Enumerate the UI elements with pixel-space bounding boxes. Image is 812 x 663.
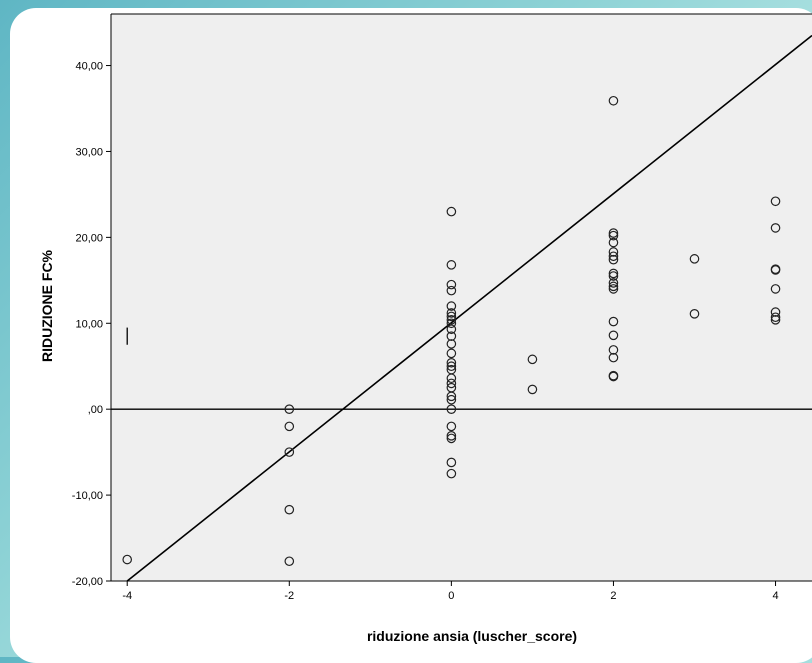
data-point (608, 284, 619, 294)
data-point (446, 324, 457, 335)
data-point (446, 308, 457, 318)
y-tick-label: -20,00 (72, 576, 103, 588)
data-point (608, 237, 619, 248)
x-tick-label: 2 (610, 590, 616, 602)
y-tick-label: 20,00 (75, 232, 103, 244)
data-point (446, 361, 457, 372)
data-point (608, 95, 619, 106)
data-point (770, 307, 781, 317)
data-point (527, 384, 538, 395)
y-axis-title: RIDUZIONE FC% (39, 249, 55, 362)
data-point (608, 271, 619, 281)
data-point (770, 265, 781, 275)
data-point (446, 421, 457, 432)
data-point (446, 348, 457, 359)
fit-line (126, 34, 812, 582)
y-tick-label: ,00 (88, 404, 103, 416)
data-point (770, 315, 781, 325)
x-tick-label: 0 (448, 590, 454, 602)
data-point (284, 447, 295, 457)
data-point (689, 309, 700, 319)
data-point (446, 457, 457, 468)
data-point (608, 228, 619, 238)
data-point (284, 556, 295, 567)
data-point (608, 268, 619, 279)
data-point (446, 315, 457, 325)
y-tick-label: 30,00 (75, 146, 103, 158)
data-point (527, 354, 538, 365)
data-point (446, 468, 457, 479)
data-point (446, 260, 457, 270)
data-point (608, 352, 619, 363)
x-tick-label: -2 (284, 590, 294, 602)
data-point (446, 378, 457, 389)
data-point (446, 279, 457, 290)
data-point (284, 404, 295, 414)
data-point (446, 318, 457, 329)
y-tick-label: 40,00 (75, 61, 103, 73)
data-point (608, 247, 619, 257)
data-point (608, 251, 619, 262)
data-point (284, 504, 295, 515)
y-tick-label: -10,00 (72, 490, 103, 502)
x-tick-label: 4 (772, 590, 778, 602)
data-point (284, 421, 295, 432)
data-point (608, 254, 619, 265)
data-point (446, 206, 457, 217)
scatter-chart: -4 -2 0 2 4 -20,00 -10,00 ,00 10,00 20,00 30,00 40… (39, 13, 812, 644)
x-tick-label: -4 (122, 590, 132, 602)
slide-card: -4 -2 0 2 4 -20,00 -10,00 ,00 10,00 20,00 30,00 40… (10, 8, 812, 663)
x-axis-title: riduzione ansia (luscher_score) (367, 628, 577, 644)
data-point (770, 312, 781, 323)
data-point (446, 391, 457, 402)
plot-area (111, 14, 812, 581)
data-point (608, 345, 619, 355)
data-point (770, 223, 781, 233)
data-point (608, 230, 619, 241)
data-point (446, 431, 457, 441)
y-tick-label: 10,00 (75, 318, 103, 330)
data-point (689, 254, 700, 264)
data-point (446, 404, 457, 414)
data-point (770, 196, 781, 207)
data-point (446, 285, 457, 296)
data-point (446, 357, 457, 368)
data-point (608, 278, 619, 288)
data-point (608, 330, 619, 341)
data-point (446, 331, 457, 341)
data-point (608, 371, 619, 382)
data-point (608, 281, 619, 292)
data-point (122, 554, 133, 565)
data-point (608, 316, 619, 327)
data-point (446, 394, 457, 405)
data-point (770, 284, 781, 294)
data-point (446, 373, 457, 384)
data-point (446, 311, 457, 322)
data-point (446, 339, 457, 349)
data-point (446, 433, 457, 444)
data-point (446, 301, 457, 311)
